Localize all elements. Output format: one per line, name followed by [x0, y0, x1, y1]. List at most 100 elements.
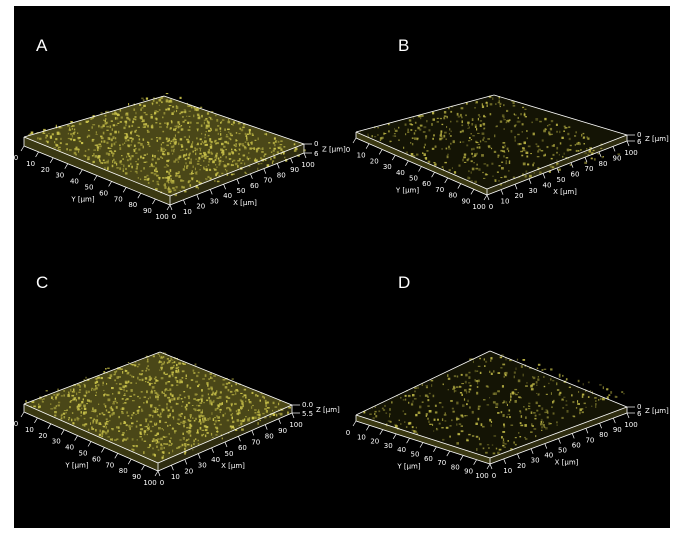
surface-feature — [471, 123, 474, 126]
surface-feature — [68, 129, 72, 131]
surface-feature — [116, 163, 118, 166]
surface-feature — [162, 152, 164, 155]
surface-feature — [495, 406, 498, 408]
surface-feature — [109, 374, 113, 378]
surface-feature — [170, 398, 174, 401]
surface-feature — [205, 165, 208, 168]
surface-feature — [466, 403, 468, 406]
surface-feature — [195, 380, 198, 383]
surface-feature — [76, 148, 80, 151]
surface-feature — [367, 133, 369, 136]
x-tick-label: 70 — [585, 165, 594, 173]
surface-feature — [189, 431, 191, 434]
x-tick — [626, 412, 630, 419]
surface-feature — [606, 388, 609, 391]
surface-feature — [402, 399, 405, 401]
surface-feature — [216, 407, 219, 410]
surface-feature — [522, 359, 526, 361]
surface-feature — [117, 122, 120, 124]
surface-feature — [136, 410, 140, 412]
surface-feature — [120, 116, 123, 119]
surface-feature — [414, 390, 416, 393]
surface-feature — [546, 146, 549, 149]
surface-feature — [109, 414, 111, 418]
surface-feature — [261, 396, 265, 398]
y-tick-label: 80 — [448, 192, 457, 200]
surface-feature — [153, 172, 157, 176]
surface-feature — [503, 155, 505, 158]
surface-feature — [440, 132, 442, 135]
surface-feature — [197, 128, 199, 132]
surface-feature — [241, 159, 244, 162]
surface-feature — [540, 150, 544, 152]
surface-feature — [146, 433, 148, 436]
surface-feature — [112, 136, 115, 140]
surface-feature — [38, 405, 41, 408]
surface-feature — [140, 170, 143, 172]
surface-feature — [417, 411, 421, 414]
surface-feature — [147, 143, 150, 146]
surface-feature — [176, 363, 178, 367]
surface-feature — [270, 151, 273, 153]
surface-feature — [518, 396, 521, 398]
surface-feature — [159, 420, 162, 423]
surface-feature — [486, 164, 489, 167]
surface-feature — [60, 137, 62, 140]
y-tick — [60, 429, 65, 435]
surface-feature — [75, 153, 77, 156]
surface-feature — [412, 117, 415, 119]
surface-feature — [135, 413, 137, 415]
surface-feature — [132, 412, 135, 414]
surface-feature — [526, 155, 529, 158]
surface-feature — [54, 411, 57, 414]
surface-feature — [551, 144, 554, 147]
surface-feature — [197, 409, 201, 411]
surface-feature — [581, 393, 585, 396]
surface-feature — [188, 396, 190, 400]
surface-feature — [63, 410, 67, 412]
surface-feature — [104, 405, 106, 407]
surface-feature — [205, 143, 208, 146]
surface-feature — [491, 162, 494, 165]
surface-feature — [164, 186, 167, 189]
surface-feature — [520, 113, 522, 116]
surface-feature — [448, 148, 451, 150]
surface-feature — [78, 150, 80, 153]
surface-feature — [472, 135, 475, 137]
surface-feature — [231, 148, 233, 151]
surface-feature — [180, 380, 183, 384]
surface-feature — [158, 176, 161, 180]
surface-feature — [201, 394, 204, 397]
surface-feature — [216, 172, 219, 175]
surface-feature — [226, 173, 229, 176]
surface-feature — [167, 424, 169, 427]
x-axis-label: X [µm] — [553, 188, 577, 196]
surface-feature — [194, 147, 196, 150]
x-tick-label: 30 — [210, 197, 219, 205]
surface-feature — [600, 147, 603, 149]
surface-feature — [379, 137, 383, 140]
surface-feature — [499, 356, 503, 359]
surface-feature — [175, 106, 179, 109]
surface-feature — [177, 446, 180, 449]
surface-feature — [210, 128, 212, 131]
surface-feature — [151, 425, 154, 428]
surface-feature — [143, 430, 147, 433]
surface-feature — [418, 114, 422, 118]
surface-feature — [189, 430, 192, 433]
surface-feature — [525, 170, 528, 173]
y-tick — [114, 453, 119, 459]
surface-feature — [42, 130, 45, 134]
surface-feature — [122, 158, 124, 160]
surface-feature — [85, 155, 87, 157]
surface-feature — [610, 391, 613, 394]
surface-feature — [502, 444, 505, 447]
surface-feature — [456, 418, 458, 421]
surface-feature — [137, 177, 139, 179]
surface-feature — [513, 441, 515, 444]
y-tick-label: 0 — [14, 420, 18, 428]
surface-feature — [232, 173, 235, 175]
y-tick-label: 10 — [26, 160, 35, 168]
surface-feature — [179, 190, 181, 192]
surface-feature — [150, 115, 153, 119]
